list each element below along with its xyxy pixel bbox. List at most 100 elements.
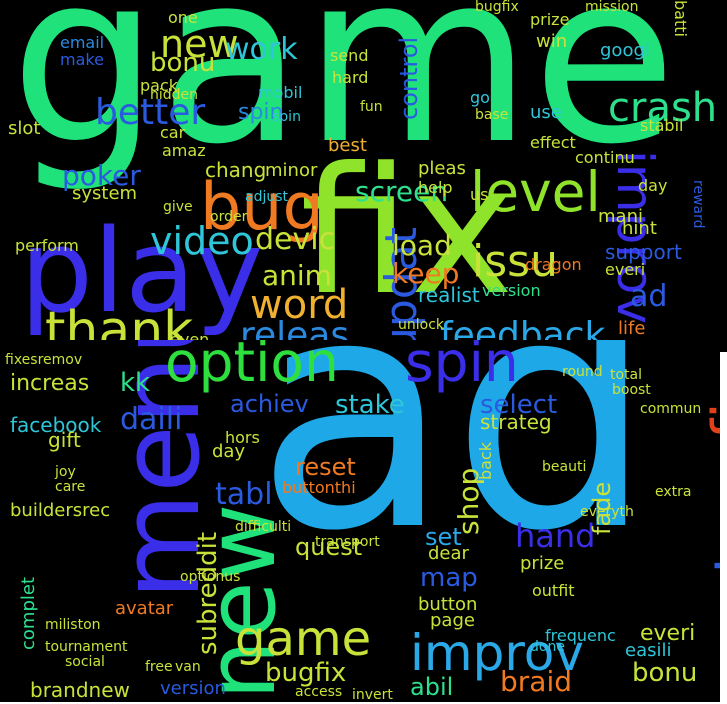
top-word-load: load (392, 229, 452, 262)
top-word-system: system (72, 183, 138, 204)
bottom-word-beauti: beauti (542, 459, 587, 475)
top-word-base: base (475, 107, 509, 123)
bottom-word-commun: commun (640, 401, 702, 417)
top-word-new: new (160, 22, 239, 66)
top-word-everi: everi (605, 260, 646, 279)
bottom-word-daili: daili (120, 402, 183, 437)
bottom-word-day: day (212, 441, 246, 462)
top-word-support: support (605, 240, 682, 264)
bottom-word-everi: everi (640, 621, 696, 646)
bottom-word-van: van (175, 659, 201, 675)
bottom-word-avatar: avatar (115, 598, 174, 619)
top-word-send: send (330, 46, 369, 65)
top-word-perform: perform (15, 236, 79, 255)
top-word-mission: mission (585, 0, 639, 15)
top-word-amaz: amaz (162, 141, 206, 160)
top-word-video: video (150, 219, 254, 263)
bottom-word-game: game (235, 611, 372, 667)
top-word-level: level (470, 160, 601, 224)
bottom-word-tabl: tabl (215, 477, 273, 512)
bottom-word-access: access (295, 684, 343, 700)
bottom-word-subreddit: subreddit (193, 531, 223, 655)
top-word-best: best (328, 135, 367, 156)
top-word-issu: issu (472, 236, 558, 287)
bottom-word-free: free (145, 659, 173, 675)
top-word-order: order (210, 209, 248, 225)
bottom-word-show: show (705, 449, 720, 605)
bottom-word-fix: fix (700, 366, 720, 440)
top-word-car: car (160, 123, 186, 142)
top-word-one: one (168, 8, 198, 27)
bottom-word-care: care (55, 479, 86, 495)
bottom-word-gift: gift (48, 428, 81, 452)
top-word-win: win (536, 31, 568, 52)
bottom-word-complet: complet (18, 576, 39, 650)
top-word-pack: pack (140, 76, 179, 95)
bottom-word-total: total (610, 367, 643, 383)
top-word-pleas: pleas (418, 158, 466, 179)
top-word-email: email (60, 33, 105, 52)
bottom-word-stake: stake (335, 390, 405, 420)
top-word-hidden: hidden (150, 87, 199, 103)
bottom-word-difficulti: difficulti (235, 519, 292, 535)
top-word-bonu: bonu (150, 48, 216, 78)
bottom-word-map: map (420, 563, 478, 593)
top-word-mani: mani (598, 206, 643, 227)
top-word-anim: anim (262, 259, 332, 292)
top-word-dragon: dragon (525, 255, 582, 274)
top-word-mobil: mobil (258, 83, 303, 102)
bottom-word-done: done (530, 639, 565, 655)
top-word-continu: continu (575, 148, 635, 167)
top-word-googl: googl (600, 40, 650, 61)
top-word-poker: poker (62, 159, 141, 192)
bottom-word-dear: dear (428, 543, 469, 564)
top-word-word: word (250, 282, 349, 328)
bottom-word-bugfix: bugfix (265, 658, 347, 688)
bottom-word-prize: prize (520, 553, 565, 574)
bottom-word-abil: abil (410, 673, 454, 701)
top-word-control: control (395, 36, 423, 120)
top-word-effect: effect (530, 133, 576, 152)
top-word-screen: screen (355, 175, 449, 208)
top-word-fix: fix (300, 131, 514, 334)
top-word-reward: reward (690, 180, 706, 229)
top-word-adjust: adjust (245, 189, 289, 205)
top-word-game: game (10, 0, 677, 196)
bottom-word-optionus: optionus (180, 569, 241, 585)
bottom-word-round: round (562, 364, 603, 380)
bottom-word-facebook: facebook (10, 413, 102, 437)
top-word-us: us (470, 185, 489, 204)
top-word-chang: chang (205, 158, 267, 182)
top-word-help: help (418, 178, 453, 197)
bottom-word-easili: easili (625, 640, 672, 661)
bottom-word-version: version (160, 678, 226, 699)
bottom-word-strateg: strateg (480, 410, 552, 434)
bottom-word-increas: increas (10, 371, 90, 396)
top-word-play: play (20, 205, 264, 339)
bottom-word-boost: boost (612, 382, 651, 398)
top-word-ad: ad (630, 279, 668, 314)
top-word-batti: batti (671, 0, 690, 37)
top-word-use: use (530, 102, 562, 123)
top-word-devic: devic (255, 222, 336, 257)
bottom-word-miliston: miliston (45, 617, 101, 633)
bottom-word-kk: kk (120, 368, 151, 398)
bottom-word-transport: transport (315, 534, 380, 550)
top-word-bug: bug (200, 170, 324, 245)
top-word-hint: hint (622, 218, 657, 239)
word-cloud-bottom: ad menu new option spin show fix game improv dail… (0, 340, 720, 702)
bottom-word-spin: spin (405, 340, 519, 394)
top-word-slot: slot (8, 118, 41, 139)
top-word-unlock: unlock (398, 317, 445, 333)
bottom-word-brandnew: brandnew (30, 678, 130, 702)
top-word-spin: spin (272, 109, 301, 125)
top-word-give: give (163, 199, 193, 215)
bottom-word-back: back (476, 441, 495, 480)
top-word-day: day (638, 176, 668, 195)
top-word-make: make (60, 50, 104, 69)
bottom-word-invert: invert (352, 687, 393, 702)
top-word-version: version (482, 281, 541, 300)
top-word-prize: prize (530, 10, 570, 29)
bottom-word-set: set (425, 523, 462, 551)
top-word-realist: realist (418, 283, 480, 307)
